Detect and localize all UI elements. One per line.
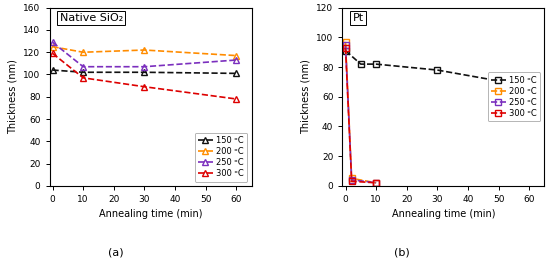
150 ᵒC bbox=[342, 49, 349, 52]
250 ᵒC bbox=[233, 59, 240, 62]
200 ᵒC bbox=[50, 45, 56, 48]
250 ᵒC bbox=[348, 178, 355, 181]
Line: 300 ᵒC: 300 ᵒC bbox=[50, 50, 239, 102]
Text: (a): (a) bbox=[108, 247, 123, 257]
150 ᵒC bbox=[141, 71, 148, 74]
200 ᵒC bbox=[141, 49, 148, 52]
250 ᵒC bbox=[141, 65, 148, 68]
Line: 150 ᵒC: 150 ᵒC bbox=[50, 67, 239, 77]
150 ᵒC bbox=[50, 68, 56, 71]
300 ᵒC bbox=[233, 98, 240, 101]
300 ᵒC bbox=[50, 52, 56, 55]
Y-axis label: Thickness (nm): Thickness (nm) bbox=[301, 59, 311, 134]
300 ᵒC bbox=[342, 46, 349, 49]
300 ᵒC bbox=[80, 76, 86, 79]
150 ᵒC bbox=[358, 63, 364, 66]
150 ᵒC bbox=[80, 71, 86, 74]
150 ᵒC bbox=[526, 85, 532, 88]
200 ᵒC bbox=[233, 54, 240, 57]
250 ᵒC bbox=[50, 41, 56, 44]
Line: 150 ᵒC: 150 ᵒC bbox=[343, 48, 532, 90]
Legend: 150 ᵒC, 200 ᵒC, 250 ᵒC, 300 ᵒC: 150 ᵒC, 200 ᵒC, 250 ᵒC, 300 ᵒC bbox=[488, 72, 540, 121]
200 ᵒC bbox=[342, 40, 349, 43]
250 ᵒC bbox=[342, 43, 349, 46]
X-axis label: Annealing time (min): Annealing time (min) bbox=[392, 209, 495, 219]
Line: 250 ᵒC: 250 ᵒC bbox=[343, 42, 379, 186]
200 ᵒC bbox=[373, 181, 380, 184]
Text: Native SiO₂: Native SiO₂ bbox=[59, 13, 123, 23]
Legend: 150 ᵒC, 200 ᵒC, 250 ᵒC, 300 ᵒC: 150 ᵒC, 200 ᵒC, 250 ᵒC, 300 ᵒC bbox=[195, 133, 248, 182]
Text: (b): (b) bbox=[394, 247, 409, 257]
Line: 200 ᵒC: 200 ᵒC bbox=[50, 44, 239, 59]
Line: 300 ᵒC: 300 ᵒC bbox=[343, 45, 379, 186]
Line: 250 ᵒC: 250 ᵒC bbox=[50, 39, 239, 70]
250 ᵒC bbox=[80, 65, 86, 68]
300 ᵒC bbox=[348, 180, 355, 183]
200 ᵒC bbox=[348, 177, 355, 180]
X-axis label: Annealing time (min): Annealing time (min) bbox=[99, 209, 202, 219]
Y-axis label: Thickness (nm): Thickness (nm) bbox=[8, 59, 18, 134]
150 ᵒC bbox=[233, 72, 240, 75]
300 ᵒC bbox=[141, 85, 148, 88]
Text: Pt: Pt bbox=[353, 13, 364, 23]
150 ᵒC bbox=[434, 69, 441, 72]
200 ᵒC bbox=[80, 51, 86, 54]
150 ᵒC bbox=[373, 63, 380, 66]
250 ᵒC bbox=[373, 181, 380, 184]
300 ᵒC bbox=[373, 181, 380, 184]
Line: 200 ᵒC: 200 ᵒC bbox=[343, 39, 379, 186]
